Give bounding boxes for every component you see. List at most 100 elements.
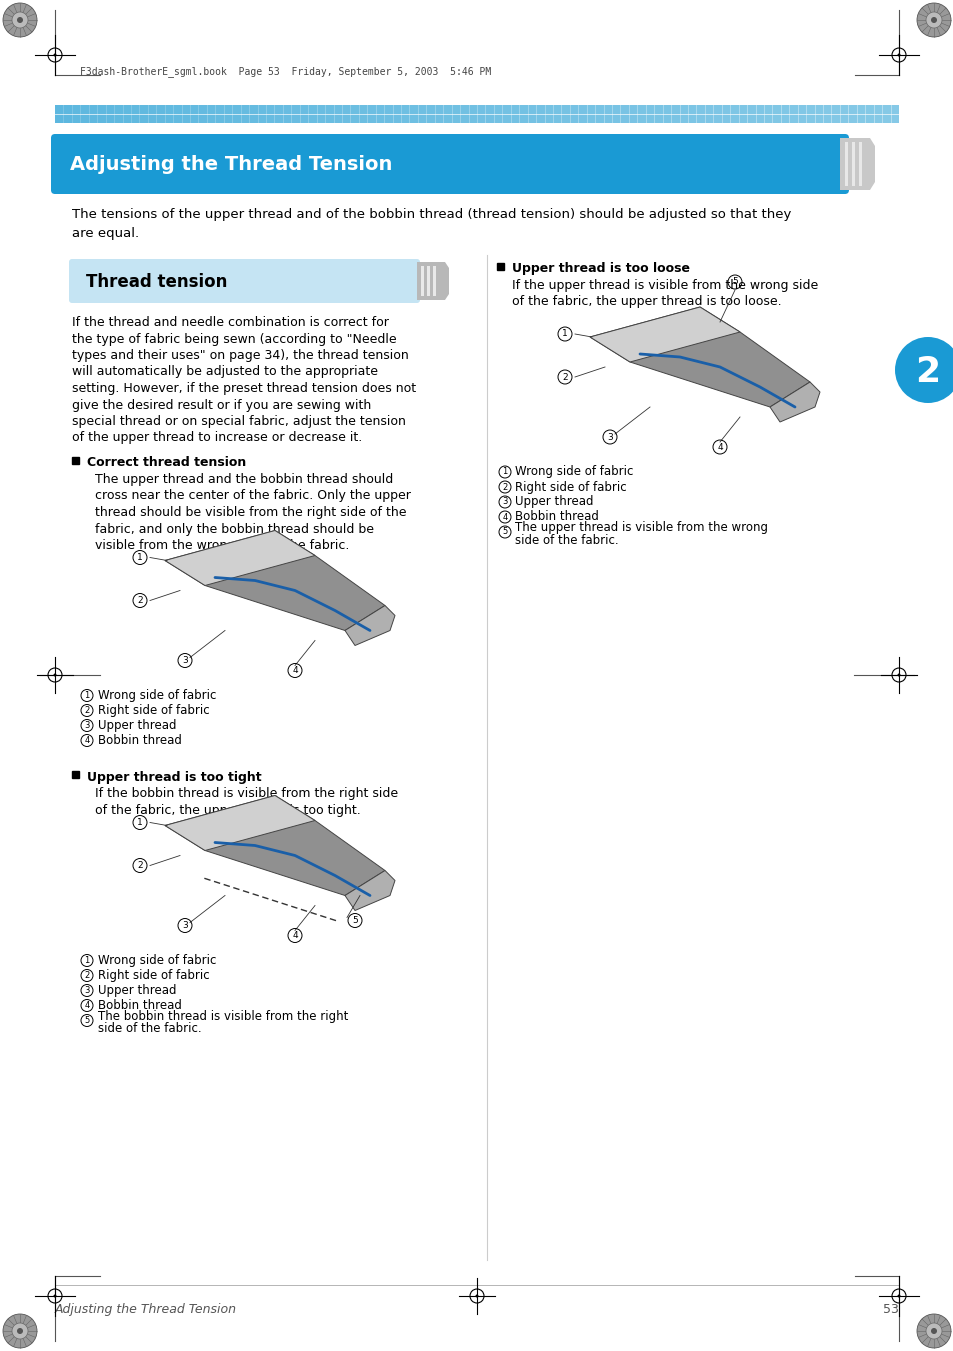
Polygon shape	[589, 307, 740, 362]
Text: 1: 1	[137, 553, 143, 562]
Text: 4: 4	[292, 931, 297, 940]
Text: 3: 3	[502, 497, 507, 507]
Bar	[165, 105, 174, 123]
Bar	[851, 142, 854, 186]
Text: Upper thread: Upper thread	[98, 984, 176, 997]
Bar	[586, 105, 596, 123]
Text: give the desired result or if you are sewing with: give the desired result or if you are se…	[71, 399, 371, 412]
Bar	[721, 105, 730, 123]
Bar	[772, 105, 781, 123]
Text: Wrong side of fabric: Wrong side of fabric	[515, 466, 633, 478]
Circle shape	[897, 1294, 900, 1297]
Circle shape	[3, 1315, 37, 1348]
Circle shape	[916, 3, 950, 36]
Bar	[240, 105, 250, 123]
Bar	[864, 105, 874, 123]
Bar	[308, 105, 317, 123]
Bar	[619, 105, 629, 123]
Text: If the bobbin thread is visible from the right side: If the bobbin thread is visible from the…	[95, 788, 397, 801]
Bar	[518, 105, 528, 123]
Bar	[55, 105, 65, 123]
Bar	[266, 105, 275, 123]
Bar	[839, 105, 848, 123]
Text: 2: 2	[84, 971, 90, 979]
Circle shape	[53, 674, 56, 677]
FancyBboxPatch shape	[51, 134, 848, 195]
Polygon shape	[165, 796, 385, 896]
Bar	[738, 105, 747, 123]
Bar	[459, 105, 469, 123]
Bar	[358, 105, 368, 123]
Text: 1: 1	[561, 330, 567, 339]
Text: fabric, and only the bobbin thread should be: fabric, and only the bobbin thread shoul…	[95, 523, 374, 535]
Bar	[443, 105, 453, 123]
Text: Upper thread: Upper thread	[98, 719, 176, 732]
Bar	[536, 105, 545, 123]
Polygon shape	[345, 605, 395, 646]
Bar	[746, 105, 756, 123]
Bar	[131, 105, 140, 123]
Bar	[847, 105, 857, 123]
Text: side of the fabric.: side of the fabric.	[515, 534, 618, 547]
Circle shape	[925, 1323, 941, 1339]
Bar	[763, 105, 773, 123]
Bar	[367, 105, 376, 123]
Circle shape	[53, 1294, 56, 1297]
Circle shape	[897, 674, 900, 677]
Bar	[316, 105, 326, 123]
Bar	[858, 142, 862, 186]
Circle shape	[12, 1323, 28, 1339]
Bar	[97, 105, 107, 123]
Text: Bobbin thread: Bobbin thread	[98, 998, 182, 1012]
Text: 4: 4	[84, 736, 90, 744]
Bar	[291, 105, 300, 123]
Bar	[325, 105, 335, 123]
Bar	[384, 105, 394, 123]
Text: cross near the center of the fabric. Only the upper: cross near the center of the fabric. Onl…	[95, 489, 411, 503]
Bar	[190, 105, 199, 123]
Text: special thread or on special fabric, adjust the tension: special thread or on special fabric, adj…	[71, 415, 405, 428]
Bar	[645, 105, 655, 123]
Text: 3: 3	[84, 721, 90, 730]
Text: 2: 2	[502, 482, 507, 492]
Text: Adjusting the Thread Tension: Adjusting the Thread Tension	[70, 155, 392, 174]
Circle shape	[930, 18, 936, 23]
Bar	[80, 105, 90, 123]
Bar	[139, 105, 149, 123]
Bar	[417, 105, 427, 123]
Bar	[71, 457, 79, 463]
Circle shape	[53, 54, 56, 57]
Text: If the thread and needle combination is correct for: If the thread and needle combination is …	[71, 316, 389, 330]
Bar	[814, 105, 823, 123]
Polygon shape	[769, 382, 820, 422]
Text: 2: 2	[137, 596, 143, 605]
Text: Wrong side of fabric: Wrong side of fabric	[98, 689, 216, 703]
Bar	[476, 105, 486, 123]
Text: 4: 4	[717, 443, 722, 451]
Bar	[713, 105, 722, 123]
Polygon shape	[165, 531, 314, 585]
Bar	[788, 105, 798, 123]
Bar	[299, 105, 309, 123]
Bar	[544, 105, 554, 123]
Text: Thread tension: Thread tension	[86, 273, 227, 290]
Polygon shape	[416, 262, 449, 300]
Text: Right side of fabric: Right side of fabric	[515, 481, 626, 493]
Text: thread should be visible from the right side of the: thread should be visible from the right …	[95, 507, 406, 519]
Text: Upper thread: Upper thread	[515, 496, 593, 508]
Text: 3: 3	[182, 921, 188, 929]
Bar	[156, 105, 166, 123]
Text: The tensions of the upper thread and of the bobbin thread (thread tension) shoul: The tensions of the upper thread and of …	[71, 208, 791, 240]
Bar	[435, 105, 444, 123]
Bar	[375, 105, 385, 123]
Circle shape	[475, 1294, 478, 1297]
Polygon shape	[165, 796, 314, 851]
Bar	[257, 105, 267, 123]
Text: The upper thread is visible from the wrong: The upper thread is visible from the wro…	[515, 521, 767, 535]
Bar	[427, 266, 430, 296]
Bar	[704, 105, 714, 123]
Bar	[63, 105, 72, 123]
Bar	[805, 105, 815, 123]
Text: side of the fabric.: side of the fabric.	[98, 1021, 201, 1035]
Bar	[822, 105, 832, 123]
